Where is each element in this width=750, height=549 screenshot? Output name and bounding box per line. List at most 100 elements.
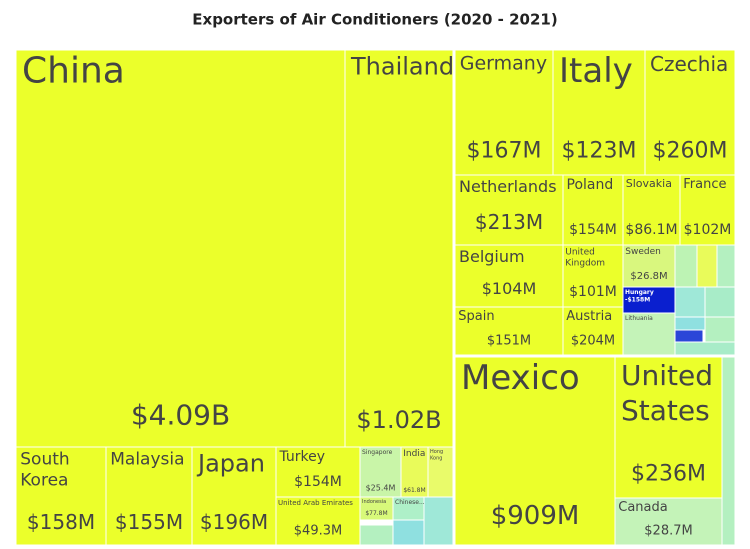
tile-label-line: Korea xyxy=(20,471,68,491)
tile xyxy=(454,49,554,176)
tile-label-line: South xyxy=(20,449,75,469)
filler xyxy=(674,329,704,343)
tile-label: Czechia xyxy=(650,52,728,76)
tile xyxy=(191,446,277,546)
value-label: $151M xyxy=(487,334,531,349)
value-label: $102M xyxy=(684,222,732,238)
filler xyxy=(674,316,706,331)
tile xyxy=(622,286,676,314)
tile xyxy=(614,497,723,546)
tile xyxy=(679,174,736,246)
tile-label: India xyxy=(403,449,425,459)
tile-label: Belgium xyxy=(459,247,525,266)
value-label: $1.02B xyxy=(356,406,441,434)
tile-label: South Korea xyxy=(20,449,75,490)
tile xyxy=(644,49,736,176)
tile xyxy=(15,446,107,546)
value-label: $104M xyxy=(482,279,537,298)
value-label: $260M xyxy=(653,138,728,163)
tile-label: Chinese... xyxy=(395,499,425,506)
tile xyxy=(454,174,564,246)
tile-label: Singapore xyxy=(362,449,393,456)
value-label: $123M xyxy=(562,138,637,163)
tile-label: Slovakia xyxy=(626,177,672,190)
tile-label: Hungary xyxy=(625,289,654,296)
filler xyxy=(423,496,454,546)
value-label: $154M xyxy=(294,474,342,490)
filler xyxy=(674,341,736,356)
tile xyxy=(454,356,616,546)
value-label: $49.3M xyxy=(294,524,342,539)
tile xyxy=(562,174,624,246)
tile xyxy=(400,446,429,498)
tile xyxy=(562,306,624,356)
tile-label: Canada xyxy=(618,500,667,515)
value-label: $158M xyxy=(27,510,95,534)
tile-label: Poland xyxy=(567,177,614,193)
value-label: $196M xyxy=(200,510,268,534)
tile-label: Mexico xyxy=(461,358,580,398)
tile-label: Hong Kong xyxy=(430,449,445,461)
tile-label: Lithuania xyxy=(625,315,653,322)
tile-label: Japan xyxy=(196,450,265,478)
tile-label: Indonesia xyxy=(362,499,386,505)
tile-label-line: United xyxy=(565,247,597,257)
tile-label: France xyxy=(683,177,726,192)
value-label: $213M xyxy=(475,210,543,234)
value-label: $155M xyxy=(115,510,183,534)
tile xyxy=(15,49,346,448)
tile-label: Thailand xyxy=(350,53,454,81)
tile xyxy=(344,49,454,448)
tile-label: Netherlands xyxy=(459,177,557,196)
tile-label: Germany xyxy=(460,52,547,74)
value-label: $167M xyxy=(467,138,542,163)
tile-label: Spain xyxy=(458,309,494,324)
value-label: $204M xyxy=(571,334,615,349)
tile-label: Sweden xyxy=(625,247,661,257)
filler xyxy=(392,519,425,546)
tile xyxy=(622,174,681,246)
tile-label: United States xyxy=(621,359,722,427)
tile xyxy=(454,306,564,356)
value-label: $86.1M xyxy=(625,222,677,238)
tile-label: Italy xyxy=(559,51,633,91)
filler xyxy=(674,244,698,288)
filler xyxy=(696,244,718,288)
filler xyxy=(716,244,736,288)
tile xyxy=(275,496,361,546)
tile-label: Austria xyxy=(566,309,612,324)
tile xyxy=(275,446,361,498)
tile xyxy=(359,446,402,498)
tile xyxy=(392,496,425,521)
filler-tiles xyxy=(359,244,736,546)
value-label: $236M xyxy=(631,461,706,486)
filler xyxy=(704,286,736,318)
tile xyxy=(105,446,193,546)
tile-label: United Arab Emirates xyxy=(278,499,353,507)
tile xyxy=(562,244,624,308)
tile-label-line: States xyxy=(621,394,710,427)
value-label: $4.09B xyxy=(131,399,230,432)
filler xyxy=(704,316,736,343)
value-label: $61.8M xyxy=(403,487,425,494)
value-label: $77.8M xyxy=(365,510,387,517)
tile xyxy=(427,446,454,498)
tile xyxy=(622,244,676,288)
tile-label-line: Kingdom xyxy=(565,258,605,268)
value-label: $25.4M xyxy=(366,484,396,493)
tile xyxy=(614,356,723,499)
tile xyxy=(454,244,564,308)
tile-label-line: Hong xyxy=(430,449,445,455)
value-label: $28.7M xyxy=(644,524,692,539)
tile-label: United Kingdom xyxy=(565,247,605,268)
tile-label: Malaysia xyxy=(110,449,184,469)
tile-label-line: United xyxy=(621,359,722,392)
value-label: $909M xyxy=(491,501,580,531)
tile-label-line: Kong xyxy=(430,455,442,461)
value-label: $26.8M xyxy=(630,271,667,282)
tile-label: Turkey xyxy=(279,449,326,465)
filler xyxy=(721,356,736,546)
value-label: -$158M xyxy=(625,296,650,303)
value-label: $101M xyxy=(569,284,617,300)
